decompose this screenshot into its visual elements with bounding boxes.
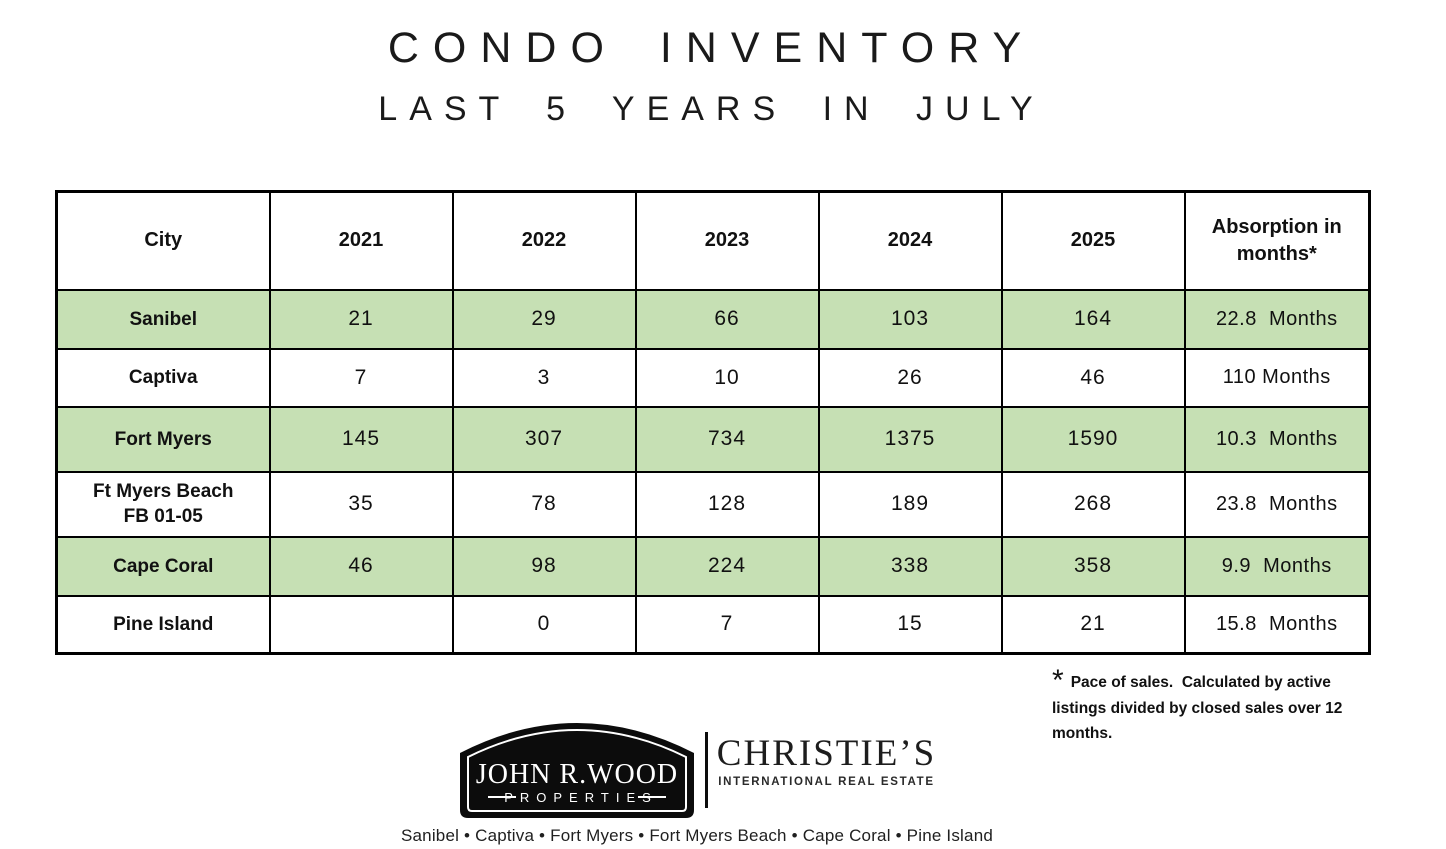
value-2025: 358 bbox=[1000, 535, 1186, 597]
partner-name: CHRISTIE’S bbox=[716, 733, 937, 774]
value-2023: 224 bbox=[634, 535, 820, 597]
value-2022: 3 bbox=[451, 347, 637, 408]
condo-inventory-table: City 2021 2022 2023 2024 2025 Absorption… bbox=[55, 190, 1371, 655]
logo-house-shape bbox=[459, 723, 694, 818]
value-2024: 103 bbox=[817, 288, 1003, 350]
column-header-2022: 2022 bbox=[451, 190, 637, 291]
value-2021: 35 bbox=[268, 470, 454, 538]
value-2025: 21 bbox=[1000, 594, 1186, 655]
value-2024: 26 bbox=[817, 347, 1003, 408]
footnote-text: Pace of sales. Calculated by active list… bbox=[1052, 674, 1347, 742]
table-row-pine-island: Pine Island 0 7 15 21 15.8 Months bbox=[55, 594, 1371, 655]
value-2024: 338 bbox=[817, 535, 1003, 597]
table-row-cape-coral: Cape Coral 46 98 224 338 358 9.9 Months bbox=[55, 535, 1371, 597]
partner-subtitle: INTERNATIONAL REAL ESTATE bbox=[718, 776, 935, 788]
value-2025: 268 bbox=[1000, 470, 1186, 538]
column-header-absorption: Absorption in months* bbox=[1183, 190, 1371, 291]
value-2024: 189 bbox=[817, 470, 1003, 538]
page-title: CONDO INVENTORY bbox=[387, 24, 1036, 72]
value-2025: 164 bbox=[1000, 288, 1186, 350]
city-cell: Ft Myers Beach FB 01-05 bbox=[55, 470, 271, 538]
table-header-row: City 2021 2022 2023 2024 2025 Absorption… bbox=[55, 190, 1371, 291]
city-cell: Cape Coral bbox=[55, 535, 271, 597]
column-header-city: City bbox=[55, 190, 271, 291]
column-header-2025: 2025 bbox=[1000, 190, 1186, 291]
city-cell: Fort Myers bbox=[55, 405, 271, 473]
logo-footer: JOHN R.WOOD PROPERTIES CHRISTIE’S INTERN… bbox=[0, 721, 1420, 846]
absorption-cell: 10.3 Months bbox=[1183, 405, 1371, 473]
column-header-2024: 2024 bbox=[817, 190, 1003, 291]
absorption-cell: 23.8 Months bbox=[1183, 470, 1371, 538]
value-2021: 46 bbox=[268, 535, 454, 597]
absorption-footnote: * Pace of sales. Calculated by active lis… bbox=[1052, 666, 1357, 746]
value-2021 bbox=[268, 594, 454, 655]
value-2022: 0 bbox=[451, 594, 637, 655]
title-block: CONDO INVENTORY LAST 5 YEARS IN JULY bbox=[55, 24, 1368, 129]
value-2022: 307 bbox=[451, 405, 637, 473]
value-2022: 29 bbox=[451, 288, 637, 350]
table-row-captiva: Captiva 7 3 10 26 46 110 Months bbox=[55, 347, 1371, 408]
city-cell: Captiva bbox=[55, 347, 271, 408]
value-2021: 145 bbox=[268, 405, 454, 473]
value-2022: 98 bbox=[451, 535, 637, 597]
table-row-fort-myers: Fort Myers 145 307 734 1375 1590 10.3 Mo… bbox=[55, 405, 1371, 473]
john-r-wood-logo: JOHN R.WOOD PROPERTIES bbox=[459, 723, 694, 818]
value-2023: 10 bbox=[634, 347, 820, 408]
absorption-cell: 9.9 Months bbox=[1183, 535, 1371, 597]
logo-brand-name: JOHN R.WOOD bbox=[476, 759, 678, 790]
logo-row: JOHN R.WOOD PROPERTIES CHRISTIE’S INTERN… bbox=[458, 721, 936, 819]
page-subtitle: LAST 5 YEARS IN JULY bbox=[378, 90, 1045, 128]
value-2023: 66 bbox=[634, 288, 820, 350]
city-cell: Pine Island bbox=[55, 594, 271, 655]
logo-inner-outline bbox=[466, 729, 687, 812]
column-header-2021: 2021 bbox=[268, 190, 454, 291]
value-2024: 15 bbox=[817, 594, 1003, 655]
logo-divider bbox=[704, 732, 708, 808]
table-row-ft-myers-beach: Ft Myers Beach FB 01-05 35 78 128 189 26… bbox=[55, 470, 1371, 538]
service-areas-tagline: Sanibel • Captiva • Fort Myers • Fort My… bbox=[400, 826, 993, 845]
absorption-cell: 110 Months bbox=[1183, 347, 1371, 408]
value-2022: 78 bbox=[451, 470, 637, 538]
absorption-cell: 15.8 Months bbox=[1183, 594, 1371, 655]
value-2021: 7 bbox=[268, 347, 454, 408]
value-2025: 46 bbox=[1000, 347, 1186, 408]
value-2025: 1590 bbox=[1000, 405, 1186, 473]
christies-logo: CHRISTIE’S INTERNATIONAL REAL ESTATE bbox=[717, 735, 936, 788]
value-2023: 7 bbox=[634, 594, 820, 655]
asterisk-marker: * bbox=[1052, 664, 1064, 697]
logo-brand-sub: PROPERTIES bbox=[504, 790, 658, 805]
value-2023: 734 bbox=[634, 405, 820, 473]
value-2023: 128 bbox=[634, 470, 820, 538]
absorption-cell: 22.8 Months bbox=[1183, 288, 1371, 350]
value-2021: 21 bbox=[268, 288, 454, 350]
city-cell: Sanibel bbox=[55, 288, 271, 350]
table-row-sanibel: Sanibel 21 29 66 103 164 22.8 Months bbox=[55, 288, 1371, 350]
column-header-2023: 2023 bbox=[634, 190, 820, 291]
value-2024: 1375 bbox=[817, 405, 1003, 473]
